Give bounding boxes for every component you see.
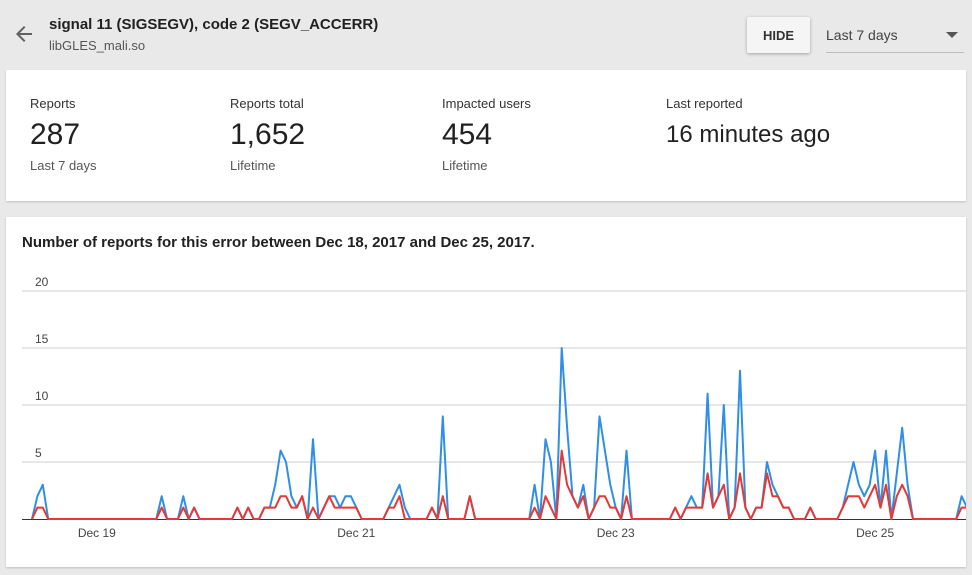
y-tick-label: 15 bbox=[35, 332, 49, 346]
dropdown-caret-icon bbox=[946, 32, 958, 38]
y-tick-label: 20 bbox=[35, 275, 49, 289]
stat-label: Impacted users bbox=[442, 96, 531, 114]
x-tick-label: Dec 19 bbox=[78, 526, 116, 540]
stat-value: 1,652 bbox=[230, 118, 305, 152]
reports-line-chart: 20 15 10 5 Dec 19 Dec 21 Dec 23 Dec 25 bbox=[6, 217, 966, 567]
stat-last-reported: Last reported 16 minutes ago bbox=[666, 96, 830, 152]
x-tick-label: Dec 21 bbox=[337, 526, 375, 540]
stat-label: Reports total bbox=[230, 96, 305, 114]
stat-sub: Lifetime bbox=[442, 158, 531, 173]
error-library: libGLES_mali.so bbox=[49, 38, 145, 53]
stat-reports: Reports 287 Last 7 days bbox=[30, 96, 97, 173]
time-range-select[interactable]: Last 7 days bbox=[826, 17, 964, 53]
back-arrow-icon[interactable] bbox=[12, 22, 36, 46]
y-tick-label: 5 bbox=[35, 446, 42, 460]
hide-button[interactable]: HIDE bbox=[747, 17, 810, 53]
stat-value: 16 minutes ago bbox=[666, 118, 830, 152]
chart-card: Number of reports for this error between… bbox=[6, 217, 966, 567]
x-tick-label: Dec 23 bbox=[597, 526, 635, 540]
stat-impacted-users: Impacted users 454 Lifetime bbox=[442, 96, 531, 173]
stat-sub: Lifetime bbox=[230, 158, 305, 173]
series-line-0 bbox=[32, 348, 966, 519]
stat-value: 454 bbox=[442, 118, 531, 152]
stats-card: Reports 287 Last 7 days Reports total 1,… bbox=[6, 70, 966, 201]
page-header: signal 11 (SIGSEGV), code 2 (SEGV_ACCERR… bbox=[0, 0, 972, 70]
stat-label: Last reported bbox=[666, 96, 830, 114]
stat-sub: Last 7 days bbox=[30, 158, 97, 173]
stat-reports-total: Reports total 1,652 Lifetime bbox=[230, 96, 305, 173]
time-range-value: Last 7 days bbox=[826, 27, 898, 43]
y-tick-label: 10 bbox=[35, 389, 49, 403]
x-tick-label: Dec 25 bbox=[856, 526, 894, 540]
stat-value: 287 bbox=[30, 118, 97, 152]
series-line-1 bbox=[32, 451, 966, 519]
error-title: signal 11 (SIGSEGV), code 2 (SEGV_ACCERR… bbox=[49, 16, 378, 33]
stat-label: Reports bbox=[30, 96, 97, 114]
